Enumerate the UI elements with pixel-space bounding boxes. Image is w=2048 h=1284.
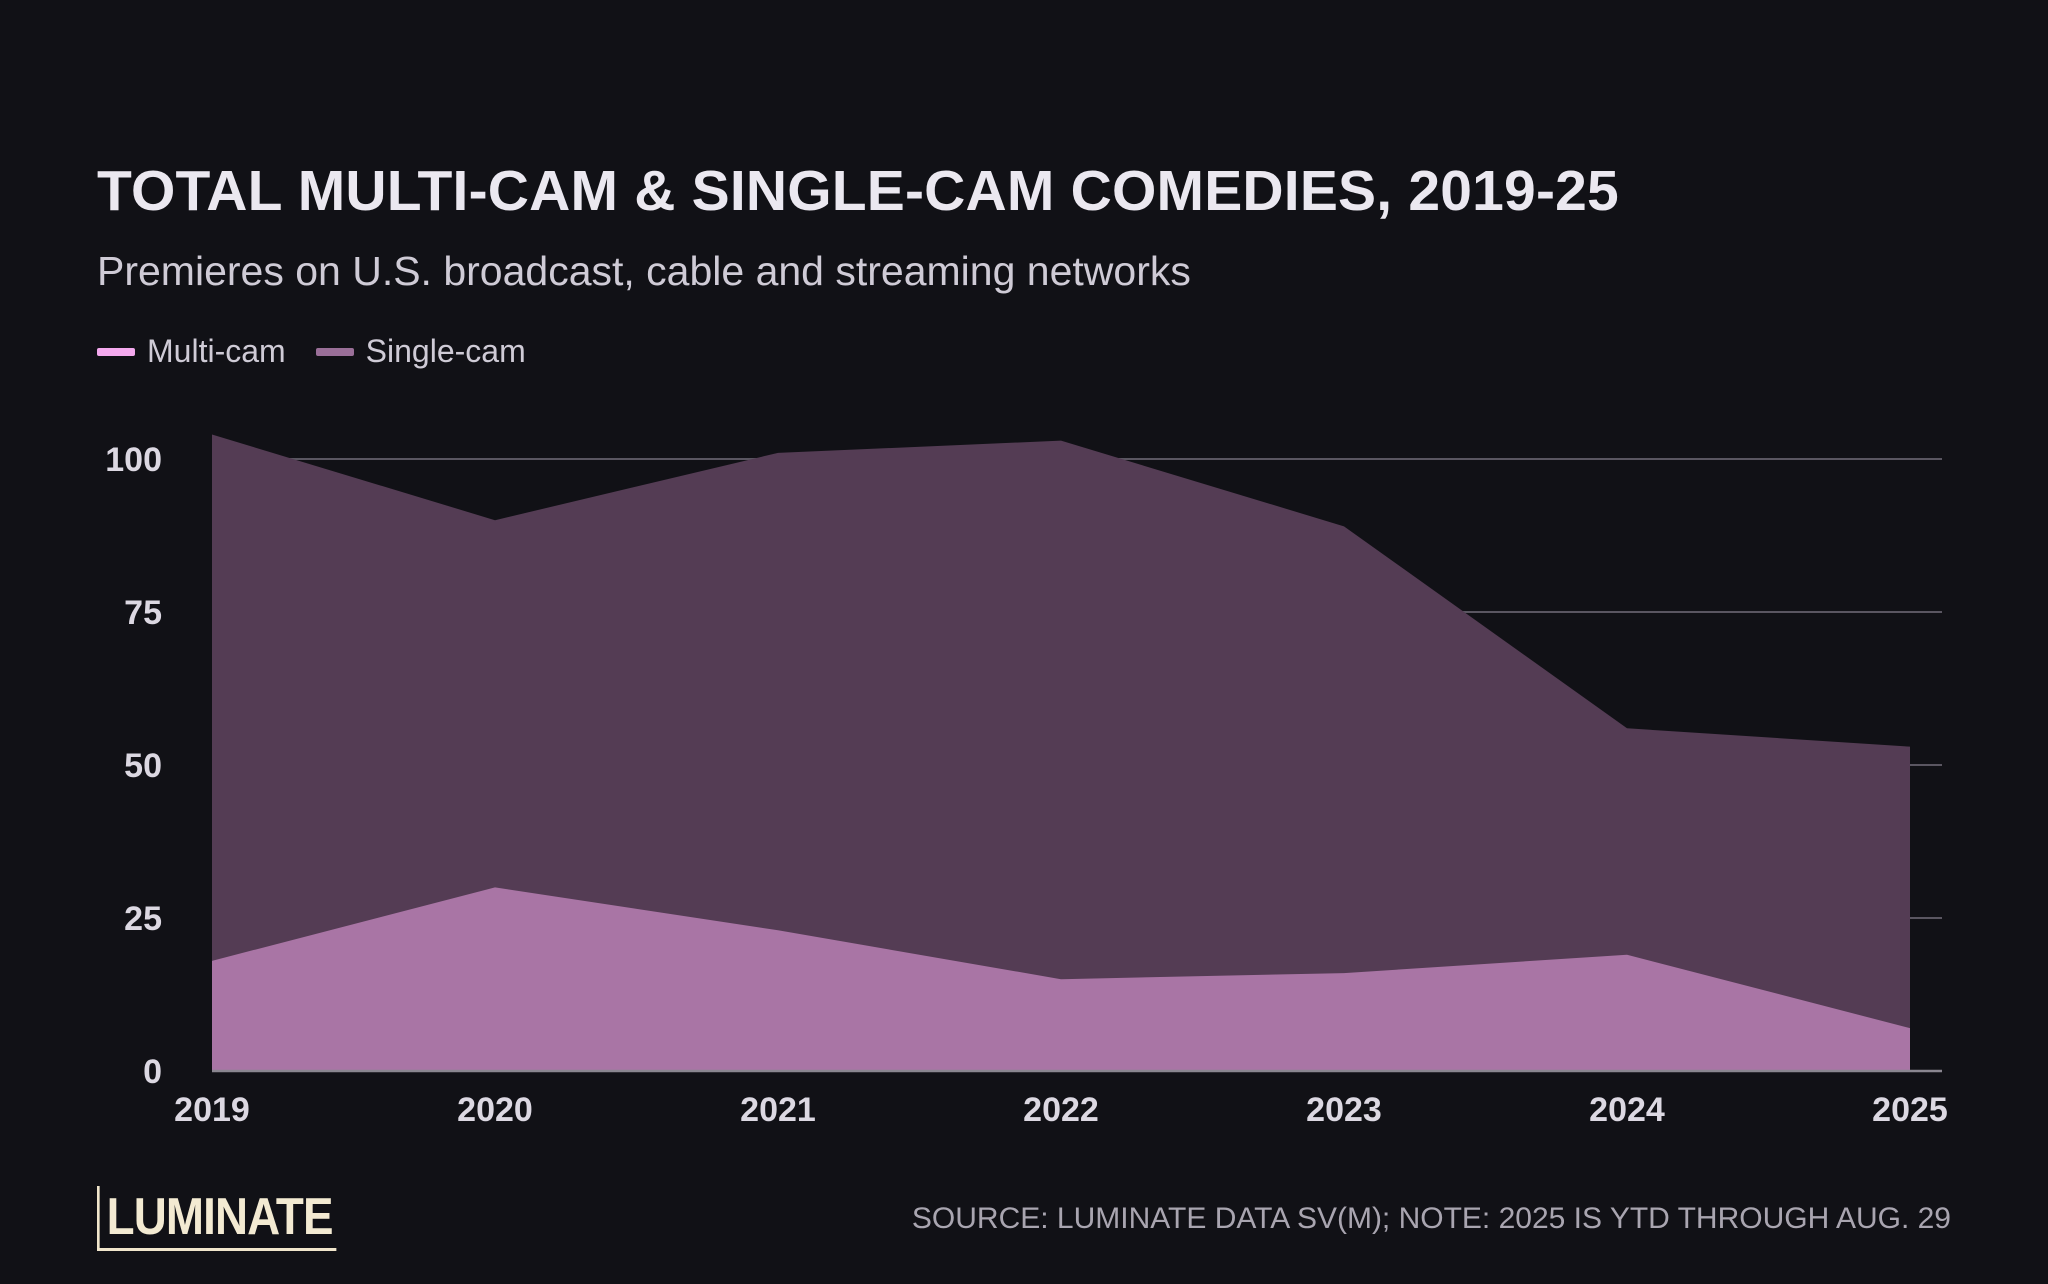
area-multi-cam bbox=[212, 887, 1910, 1071]
legend-label-multi-cam: Multi-cam bbox=[147, 333, 286, 369]
x-tick-label-2019: 2019 bbox=[174, 1091, 250, 1129]
y-tick-label-0: 0 bbox=[143, 1053, 162, 1091]
legend-label-single-cam: Single-cam bbox=[365, 333, 526, 369]
x-tick-label-2023: 2023 bbox=[1306, 1091, 1382, 1129]
x-tick-label-2024: 2024 bbox=[1589, 1091, 1665, 1129]
y-tick-label-50: 50 bbox=[124, 747, 162, 785]
chart-subtitle: Premieres on U.S. broadcast, cable and s… bbox=[97, 248, 1191, 294]
legend-item-single-cam: Single-cam bbox=[315, 333, 526, 370]
legend-swatch-single-cam bbox=[315, 347, 354, 356]
x-tick-label-2025: 2025 bbox=[1872, 1091, 1948, 1129]
source-note: SOURCE: LUMINATE DATA SV(M); NOTE: 2025 … bbox=[911, 1202, 1951, 1235]
chart-title: TOTAL MULTI-CAM & SINGLE-CAM COMEDIES, 2… bbox=[97, 159, 1619, 223]
tick-labels: 0 25 50 75 100 2019 2020 2021 2022 2023 2024 2025 bbox=[105, 441, 1948, 1129]
luminate-logo: LUMINATE bbox=[97, 1186, 337, 1251]
x-tick-label-2021: 2021 bbox=[740, 1091, 816, 1129]
legend-swatch-multi-cam bbox=[97, 347, 135, 356]
x-tick-label-2022: 2022 bbox=[1023, 1091, 1099, 1129]
legend: Multi-cam Single-cam bbox=[97, 333, 556, 370]
x-tick-label-2020: 2020 bbox=[457, 1091, 533, 1129]
legend-item-multi-cam: Multi-cam bbox=[97, 333, 286, 370]
y-tick-label-75: 75 bbox=[124, 594, 162, 632]
y-tick-label-25: 25 bbox=[124, 900, 162, 938]
chart-areas bbox=[212, 434, 1910, 1071]
y-tick-label-100: 100 bbox=[105, 441, 162, 479]
